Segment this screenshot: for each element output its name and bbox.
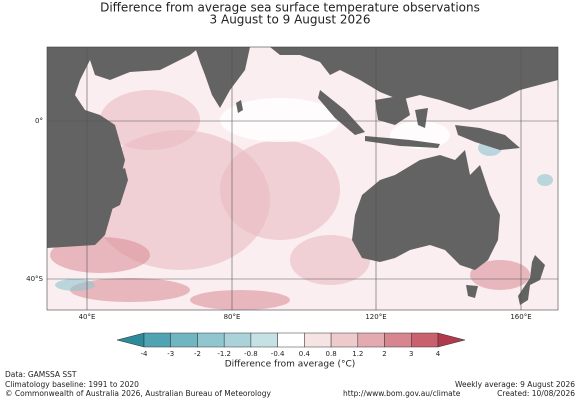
colorbar-tick-label: -0.4 [271,350,285,358]
colorbar-tick-label: -2 [194,350,201,358]
colorbar-tick-label: 3 [409,350,413,358]
colorbar-segment [330,332,359,348]
anomaly [190,290,290,310]
colorbar-tick-label: 1.2 [352,350,363,358]
sumatra [318,90,365,135]
colorbar-segment [277,332,305,348]
new-guinea [455,125,520,150]
anomaly [537,174,553,186]
footer-created: Created: 10/08/2026 [497,389,575,398]
colorbar-segment [357,332,385,348]
lat-label: 40°S [26,275,43,283]
colorbar-tick-label: -3 [167,350,174,358]
anomaly [70,278,190,302]
colorbar-segment [223,332,252,348]
anomaly [90,130,270,270]
colorbar-segment [384,332,412,348]
colorbar-label: Difference from average (°C) [225,360,356,370]
sri-lanka [236,100,243,113]
anomaly [220,98,340,142]
subtitle: 3 August to 9 August 2026 [210,13,371,27]
colorbar-segment [304,332,332,348]
map-frame [46,46,559,311]
footer-weekly: Weekly average: 9 August 2026 [455,380,575,389]
footer-url: http://www.bom.gov.au/climate [343,389,461,398]
madagascar [107,168,128,210]
sulawesi [415,108,428,128]
anomaly [470,260,530,290]
anomaly [220,140,340,240]
anomaly [290,235,370,285]
southeast-asia [270,47,558,110]
lon-label: 160°E [510,313,531,321]
colorbar-segment [250,332,278,348]
colorbar: -4 -3 -2 -1.2 -0.8 -0.4 0.4 0.8 1.2 2 3 4 [116,332,466,358]
colorbar-tick-label: 0.8 [326,350,337,358]
colorbar-tick-label: 2 [382,350,386,358]
lon-label: 40°E [79,313,96,321]
borneo [375,95,410,125]
colorbar-tick-label: 0.4 [299,350,311,358]
colorbar-segment [197,332,225,348]
tasmania [466,285,478,298]
colorbar-extend [116,332,145,348]
australia [352,150,500,270]
footer-baseline: Climatology baseline: 1991 to 2020 [5,380,139,389]
india [195,47,250,108]
colorbar-extend [437,332,466,348]
colorbar-tick-label: -4 [141,350,149,358]
colorbar-tick-label: -1.2 [217,350,231,358]
title: Difference from average sea surface temp… [100,1,480,15]
colorbar-tick-label: -0.8 [244,350,258,358]
anomaly [55,279,95,291]
lon-label: 120°E [365,313,386,321]
new-zealand [518,255,545,305]
map: 0° 40°S 40°E 80°E 120°E 160°E [26,46,559,321]
lon-label: 80°E [224,313,241,321]
java [365,136,440,148]
colorbar-segment [143,332,171,348]
anomaly [100,90,200,150]
colorbar-tick-label: 4 [436,350,441,358]
colorbar-segment [411,332,439,348]
footer-copyright: © Commonwealth of Australia 2026, Austra… [5,389,271,398]
footer-data: Data: GAMSSA SST [5,370,77,379]
africa-arabia [47,47,200,248]
lat-label: 0° [35,117,43,125]
colorbar-segment [170,332,198,348]
